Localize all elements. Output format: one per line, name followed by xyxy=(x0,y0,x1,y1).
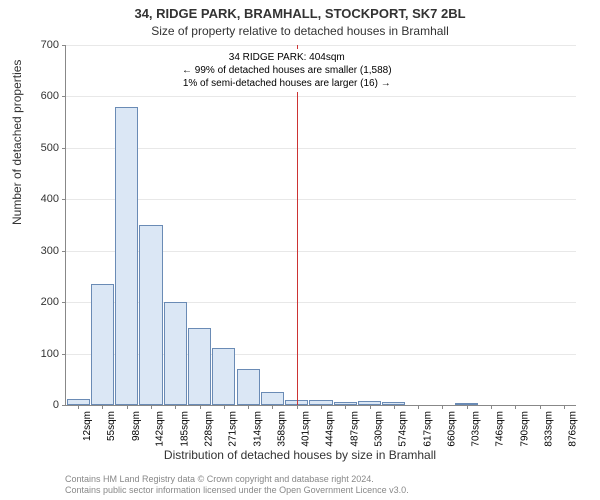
x-tick-mark xyxy=(442,405,443,409)
y-tick-label: 0 xyxy=(53,399,59,411)
x-tick-label: 487sqm xyxy=(349,411,360,447)
histogram-bar xyxy=(139,225,162,405)
y-tick-mark xyxy=(62,148,66,149)
y-tick-label: 400 xyxy=(41,193,59,205)
x-tick-mark xyxy=(248,405,249,409)
histogram-bar xyxy=(261,392,284,405)
x-tick-label: 55sqm xyxy=(106,411,117,441)
title-sub: Size of property relative to detached ho… xyxy=(0,24,600,38)
grid-line xyxy=(66,45,576,46)
y-tick-label: 200 xyxy=(41,296,59,308)
x-tick-label: 833sqm xyxy=(544,411,555,447)
grid-line xyxy=(66,148,576,149)
y-tick-label: 100 xyxy=(41,348,59,360)
x-tick-label: 185sqm xyxy=(179,411,190,447)
histogram-bar xyxy=(212,348,235,405)
x-tick-label: 876sqm xyxy=(568,411,579,447)
footer: Contains HM Land Registry data © Crown c… xyxy=(65,474,409,496)
marker-line xyxy=(297,45,298,405)
x-tick-label: 401sqm xyxy=(301,411,312,447)
annotation-line1: 34 RIDGE PARK: 404sqm xyxy=(182,51,392,64)
y-tick-label: 300 xyxy=(41,245,59,257)
x-tick-mark xyxy=(200,405,201,409)
x-tick-label: 444sqm xyxy=(325,411,336,447)
x-tick-mark xyxy=(491,405,492,409)
x-tick-mark xyxy=(418,405,419,409)
histogram-bar xyxy=(115,107,138,405)
x-tick-mark xyxy=(151,405,152,409)
y-tick-mark xyxy=(62,405,66,406)
y-tick-mark xyxy=(62,45,66,46)
x-tick-mark xyxy=(321,405,322,409)
y-tick-mark xyxy=(62,354,66,355)
x-tick-label: 142sqm xyxy=(155,411,166,447)
x-tick-mark xyxy=(127,405,128,409)
x-tick-mark xyxy=(394,405,395,409)
y-tick-mark xyxy=(62,199,66,200)
x-tick-mark xyxy=(272,405,273,409)
x-tick-label: 746sqm xyxy=(495,411,506,447)
x-tick-mark xyxy=(564,405,565,409)
y-tick-mark xyxy=(62,251,66,252)
y-tick-mark xyxy=(62,96,66,97)
x-tick-label: 358sqm xyxy=(276,411,287,447)
y-ticks: 0100200300400500600700 xyxy=(0,45,62,405)
plot-area: 12sqm55sqm98sqm142sqm185sqm228sqm271sqm3… xyxy=(65,45,576,406)
x-tick-label: 98sqm xyxy=(131,411,142,441)
y-tick-label: 700 xyxy=(41,39,59,51)
x-tick-mark xyxy=(175,405,176,409)
x-tick-label: 660sqm xyxy=(446,411,457,447)
histogram-bar xyxy=(237,369,260,405)
x-tick-mark xyxy=(297,405,298,409)
y-tick-label: 600 xyxy=(41,90,59,102)
grid-line xyxy=(66,96,576,97)
x-axis-label: Distribution of detached houses by size … xyxy=(0,448,600,462)
x-tick-mark xyxy=(78,405,79,409)
x-tick-label: 530sqm xyxy=(374,411,385,447)
x-tick-label: 617sqm xyxy=(422,411,433,447)
footer-line1: Contains HM Land Registry data © Crown c… xyxy=(65,474,409,485)
histogram-bar xyxy=(164,302,187,405)
x-tick-label: 271sqm xyxy=(228,411,239,447)
x-tick-mark xyxy=(345,405,346,409)
x-tick-label: 790sqm xyxy=(519,411,530,447)
x-tick-label: 574sqm xyxy=(398,411,409,447)
annotation-line3: 1% of semi-detached houses are larger (1… xyxy=(182,77,392,90)
x-tick-label: 228sqm xyxy=(204,411,215,447)
x-tick-label: 314sqm xyxy=(252,411,263,447)
y-tick-label: 500 xyxy=(41,142,59,154)
x-tick-mark xyxy=(540,405,541,409)
x-tick-mark xyxy=(102,405,103,409)
annotation-box: 34 RIDGE PARK: 404sqm← 99% of detached h… xyxy=(176,49,398,92)
grid-line xyxy=(66,199,576,200)
annotation-line2: ← 99% of detached houses are smaller (1,… xyxy=(182,64,392,77)
x-tick-label: 703sqm xyxy=(471,411,482,447)
x-tick-mark xyxy=(515,405,516,409)
x-tick-mark xyxy=(467,405,468,409)
chart-container: 34, RIDGE PARK, BRAMHALL, STOCKPORT, SK7… xyxy=(0,0,600,500)
x-tick-mark xyxy=(370,405,371,409)
y-tick-mark xyxy=(62,302,66,303)
title-main: 34, RIDGE PARK, BRAMHALL, STOCKPORT, SK7… xyxy=(0,6,600,21)
x-tick-label: 12sqm xyxy=(82,411,93,441)
x-tick-mark xyxy=(224,405,225,409)
histogram-bar xyxy=(91,284,114,405)
footer-line2: Contains public sector information licen… xyxy=(65,485,409,496)
histogram-bar xyxy=(188,328,211,405)
